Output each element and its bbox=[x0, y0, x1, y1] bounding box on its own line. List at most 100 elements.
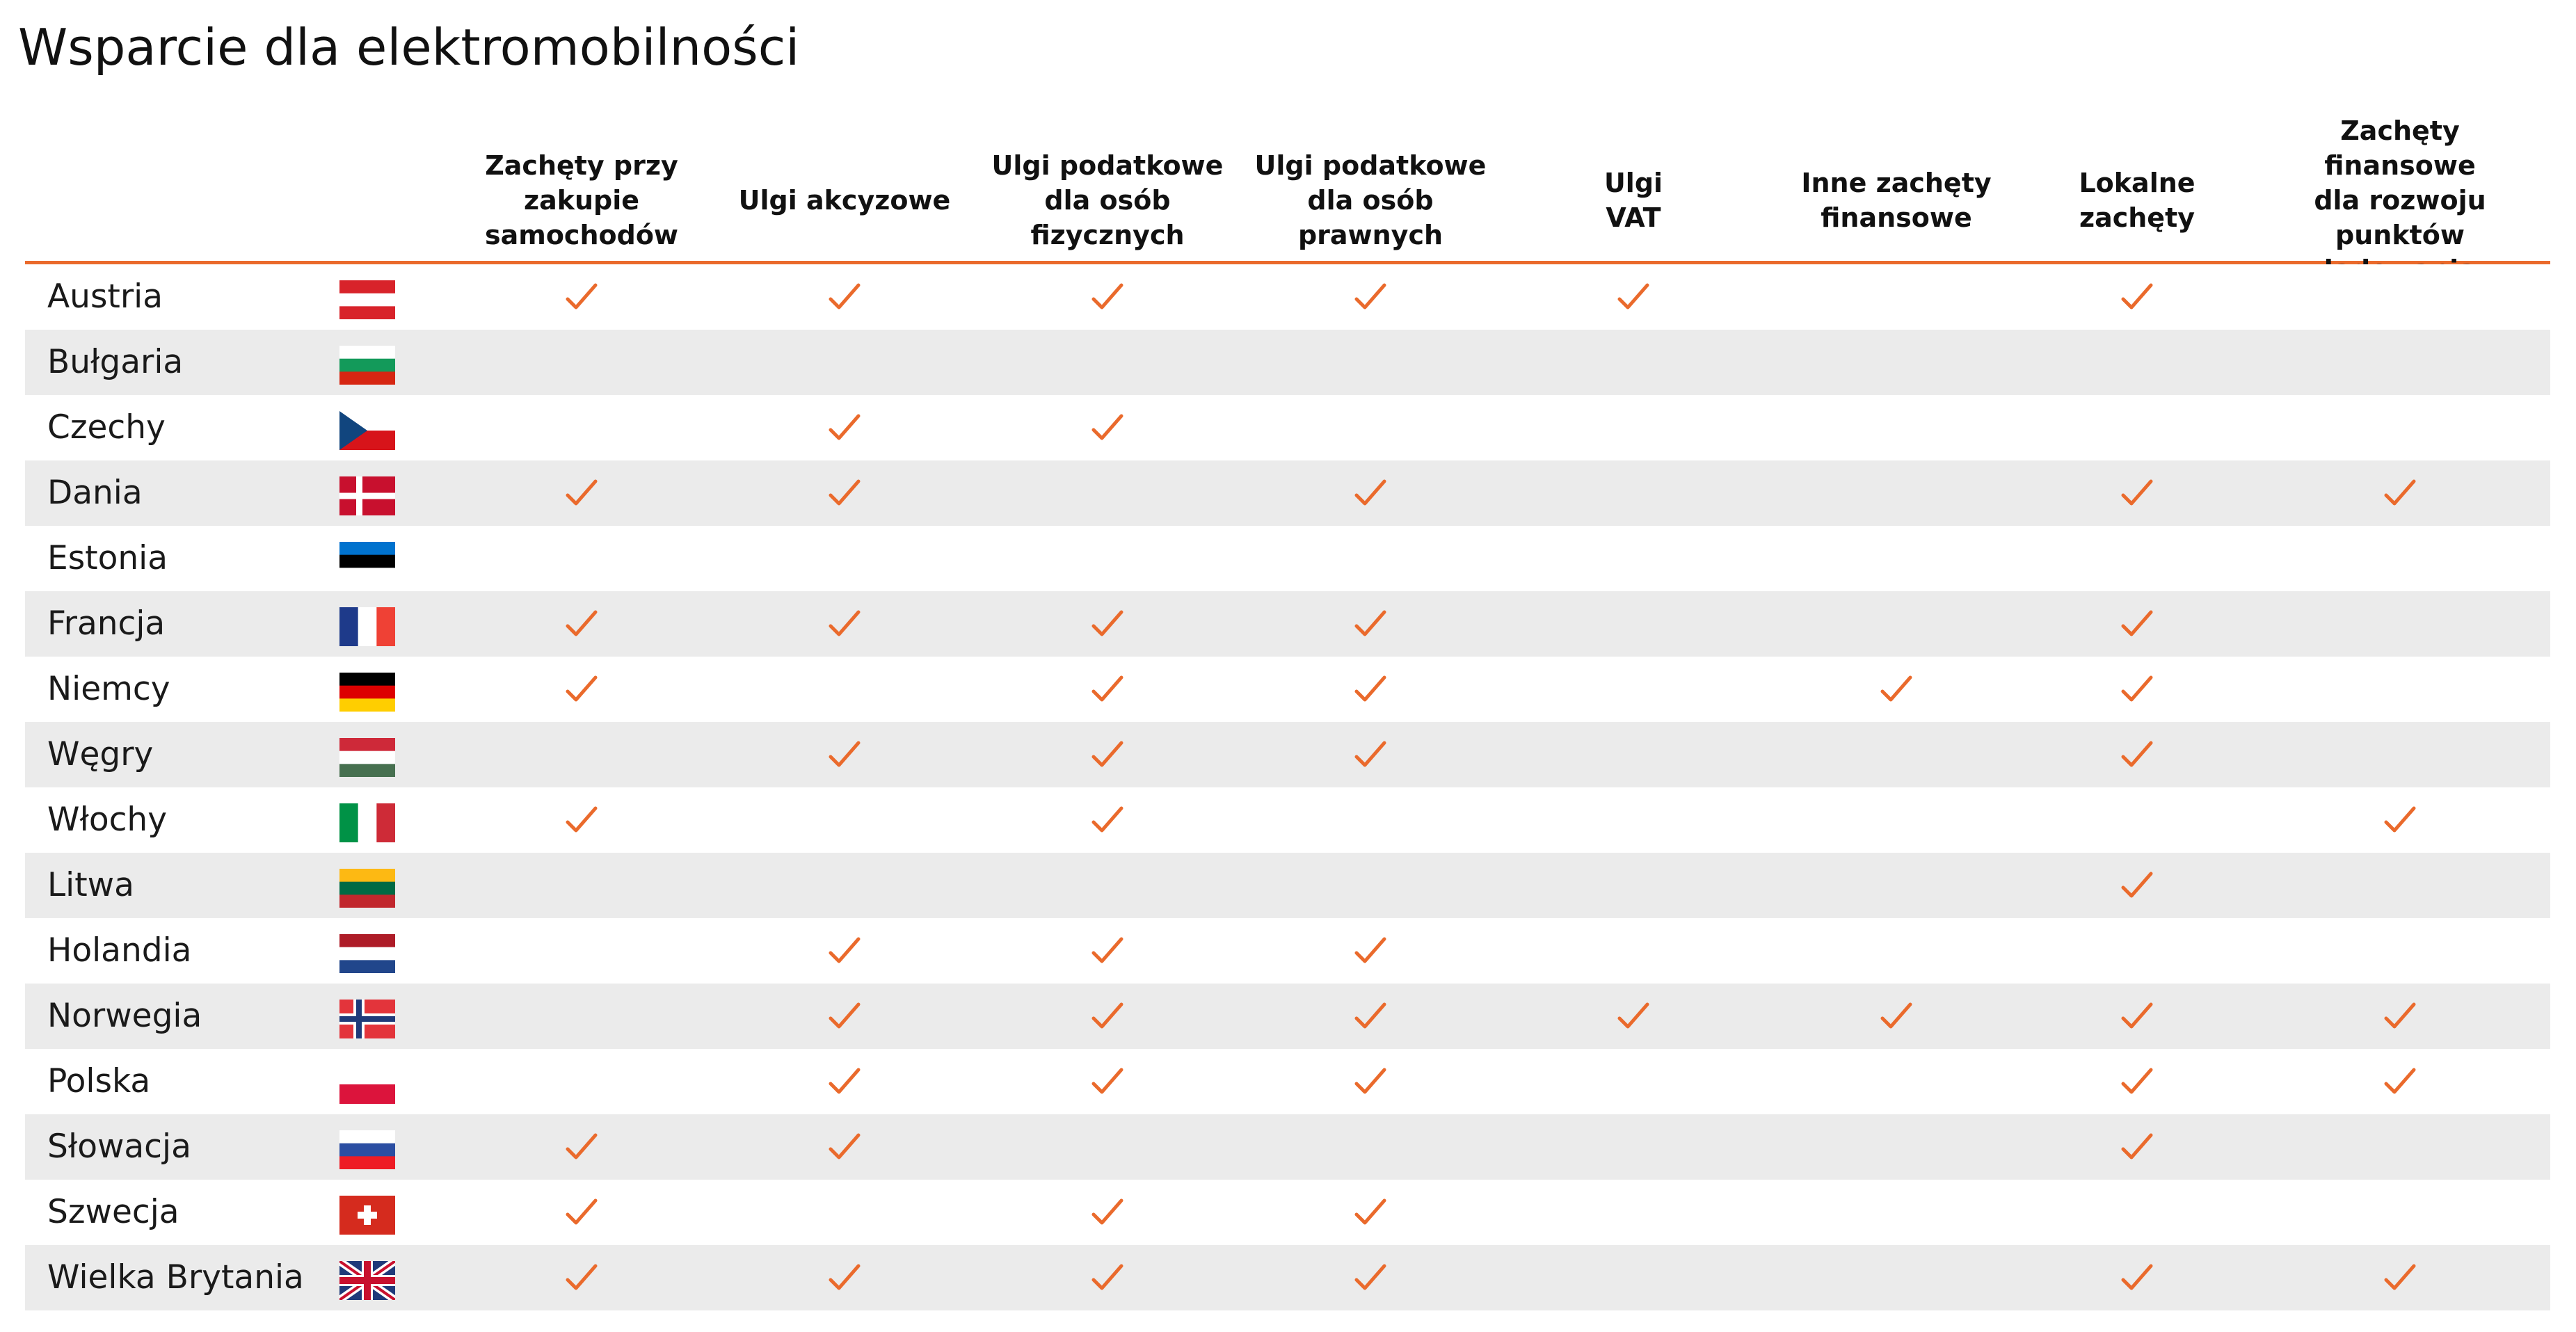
column-header-line: Ulgi podatkowe bbox=[1254, 150, 1487, 181]
country-name: Wielka Brytania bbox=[47, 1258, 304, 1297]
poland-flag-icon bbox=[339, 1065, 395, 1104]
table-row: Węgry bbox=[25, 722, 2550, 787]
column-header-line: Zachęty finansowe bbox=[2324, 115, 2476, 181]
column-header-line: dla osób bbox=[1307, 184, 1434, 216]
country-name: Szwecja bbox=[47, 1193, 179, 1231]
checkmark-icon bbox=[1343, 460, 1398, 526]
column-header-text: Lokalne zachęty bbox=[2079, 166, 2195, 235]
table-body: Austria Bułgaria Czechy Dania Estonia Franc… bbox=[25, 264, 2550, 1310]
table-row: Czechy bbox=[25, 395, 2550, 460]
germany-flag-icon bbox=[339, 673, 395, 712]
norway-flag-icon bbox=[339, 1000, 395, 1038]
checkmark-icon bbox=[1080, 264, 1135, 330]
country-name: Dania bbox=[47, 474, 143, 512]
checkmark-icon bbox=[1080, 1245, 1135, 1310]
checkmark-icon bbox=[1343, 722, 1398, 787]
checkmark-icon bbox=[2372, 1245, 2428, 1310]
incentives-table: Zachęty przy zakupie samochodów Ulgi akcyzo… bbox=[25, 115, 2550, 1310]
column-header-text: Inne zachęty finansowe bbox=[1801, 166, 1991, 235]
netherlands-flag-icon bbox=[339, 934, 395, 973]
table-row: Szwecja bbox=[25, 1180, 2550, 1245]
country-name: Holandia bbox=[47, 931, 192, 970]
checkmark-icon bbox=[2109, 722, 2165, 787]
checkmark-icon bbox=[2372, 787, 2428, 853]
column-header-line: Inne zachęty bbox=[1801, 167, 1992, 198]
checkmark-icon bbox=[1080, 657, 1135, 722]
table-row: Austria bbox=[25, 264, 2550, 330]
checkmark-icon bbox=[1080, 1180, 1135, 1245]
checkmark-icon bbox=[2109, 591, 2165, 657]
column-header: Ulgi VAT bbox=[1508, 139, 1759, 261]
checkmark-icon bbox=[2109, 853, 2165, 918]
checkmark-icon bbox=[1343, 591, 1398, 657]
checkmark-icon bbox=[817, 1245, 872, 1310]
checkmark-icon bbox=[1080, 1049, 1135, 1114]
checkmark-icon bbox=[817, 1049, 872, 1114]
checkmark-icon bbox=[2109, 1049, 2165, 1114]
column-header-text: Zachęty przy zakupie samochodów bbox=[485, 148, 678, 252]
checkmark-icon bbox=[2109, 1245, 2165, 1310]
checkmark-icon bbox=[1869, 984, 1924, 1049]
slovakia-flag-icon bbox=[339, 1130, 395, 1169]
table-row: Polska bbox=[25, 1049, 2550, 1114]
column-header-text: Ulgi podatkowe dla osób prawnych bbox=[1255, 148, 1487, 252]
checkmark-icon bbox=[2109, 984, 2165, 1049]
country-name: Włochy bbox=[47, 801, 168, 839]
country-name: Węgry bbox=[47, 735, 154, 773]
bulgaria-flag-icon bbox=[339, 346, 395, 385]
column-header-line: dla osób bbox=[1044, 184, 1171, 216]
checkmark-icon bbox=[817, 918, 872, 984]
checkmark-icon bbox=[817, 1114, 872, 1180]
uk-flag-icon bbox=[339, 1261, 395, 1300]
column-header-text: Ulgi VAT bbox=[1604, 166, 1663, 235]
column-header-line: zakupie bbox=[523, 184, 640, 216]
column-header-text: Ulgi podatkowe dla osób fizycznych bbox=[992, 148, 1224, 252]
column-header: Lokalne zachęty bbox=[2012, 139, 2262, 261]
country-name: Czechy bbox=[47, 408, 166, 447]
checkmark-icon bbox=[817, 395, 872, 460]
checkmark-icon bbox=[817, 264, 872, 330]
column-header-line: zachęty bbox=[2079, 202, 2195, 233]
checkmark-icon bbox=[554, 657, 609, 722]
checkmark-icon bbox=[2109, 657, 2165, 722]
country-name: Norwegia bbox=[47, 997, 202, 1035]
checkmark-icon bbox=[1080, 395, 1135, 460]
country-name: Polska bbox=[47, 1062, 151, 1100]
table-row: Niemcy bbox=[25, 657, 2550, 722]
checkmark-icon bbox=[2372, 984, 2428, 1049]
checkmark-icon bbox=[1343, 1049, 1398, 1114]
country-name: Bułgaria bbox=[47, 343, 184, 381]
checkmark-icon bbox=[1343, 1180, 1398, 1245]
country-name: Litwa bbox=[47, 866, 134, 904]
column-header-line: samochodów bbox=[484, 219, 679, 250]
checkmark-icon bbox=[554, 460, 609, 526]
checkmark-icon bbox=[1606, 264, 1661, 330]
table-row: Norwegia bbox=[25, 984, 2550, 1049]
czechia-flag-icon bbox=[339, 411, 395, 450]
checkmark-icon bbox=[817, 591, 872, 657]
checkmark-icon bbox=[817, 984, 872, 1049]
lithuania-flag-icon bbox=[339, 869, 395, 908]
checkmark-icon bbox=[554, 264, 609, 330]
checkmark-icon bbox=[1080, 918, 1135, 984]
column-header-line: finansowe bbox=[1821, 202, 1972, 233]
switzerland-flag-icon bbox=[339, 1196, 395, 1235]
checkmark-icon bbox=[817, 722, 872, 787]
column-header: Inne zachęty finansowe bbox=[1771, 139, 2022, 261]
checkmark-icon bbox=[1869, 657, 1924, 722]
checkmark-icon bbox=[554, 1245, 609, 1310]
hungary-flag-icon bbox=[339, 738, 395, 777]
checkmark-icon bbox=[1343, 984, 1398, 1049]
column-header-line: Lokalne bbox=[2079, 167, 2195, 198]
checkmark-icon bbox=[817, 460, 872, 526]
column-header-line: prawnych bbox=[1297, 219, 1443, 250]
checkmark-icon bbox=[1080, 591, 1135, 657]
checkmark-icon bbox=[2109, 460, 2165, 526]
table-row: Wielka Brytania bbox=[25, 1245, 2550, 1310]
checkmark-icon bbox=[554, 787, 609, 853]
checkmark-icon bbox=[1343, 264, 1398, 330]
checkmark-icon bbox=[554, 591, 609, 657]
checkmark-icon bbox=[554, 1180, 609, 1245]
